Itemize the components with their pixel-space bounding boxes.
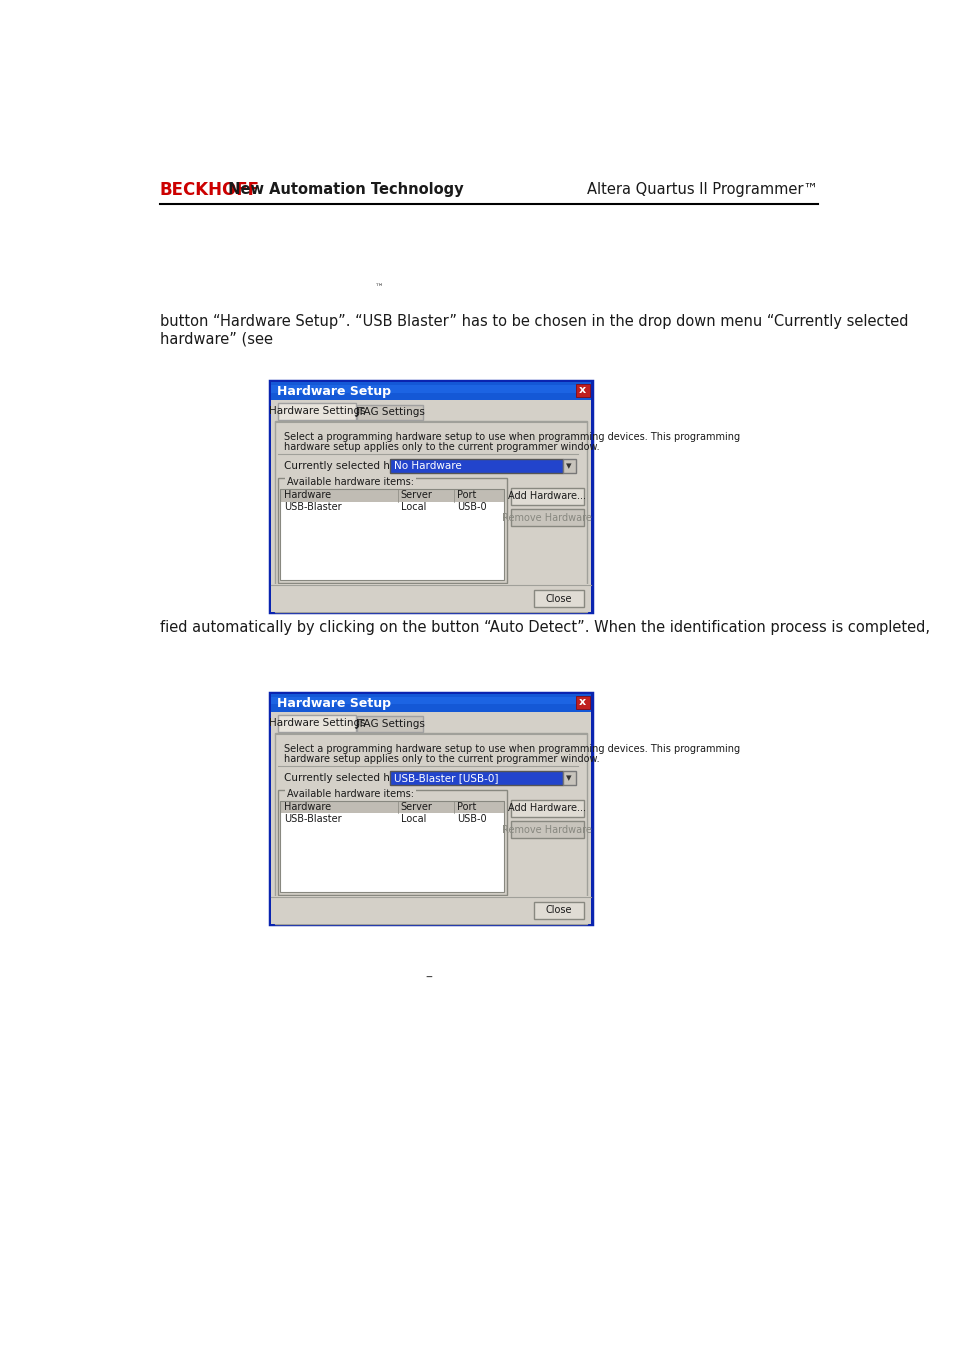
Text: Hardware: Hardware bbox=[284, 490, 331, 501]
Text: Select a programming hardware setup to use when programming devices. This progra: Select a programming hardware setup to u… bbox=[284, 432, 740, 443]
Bar bbox=[280, 825, 504, 892]
Text: Currently selected hardware:: Currently selected hardware: bbox=[284, 462, 436, 471]
Text: JTAG Settings: JTAG Settings bbox=[355, 720, 425, 729]
Text: Port: Port bbox=[456, 802, 476, 813]
Text: button “Hardware Setup”. “USB Blaster” has to be chosen in the drop down menu “C: button “Hardware Setup”. “USB Blaster” h… bbox=[159, 315, 907, 329]
Text: Hardware Settings: Hardware Settings bbox=[269, 406, 365, 417]
Text: Hardware Setup: Hardware Setup bbox=[276, 385, 390, 398]
Text: USB-0: USB-0 bbox=[456, 814, 486, 825]
Bar bbox=[270, 694, 592, 925]
Text: Add Hardware...: Add Hardware... bbox=[508, 491, 586, 501]
Text: Available hardware items:: Available hardware items: bbox=[287, 478, 414, 487]
Bar bbox=[280, 513, 504, 580]
Text: Hardware Setup: Hardware Setup bbox=[276, 697, 390, 710]
Text: x: x bbox=[578, 385, 586, 396]
Bar bbox=[271, 694, 591, 711]
Text: Remove Hardware: Remove Hardware bbox=[502, 825, 592, 834]
Bar bbox=[271, 585, 591, 612]
Text: Close: Close bbox=[545, 906, 572, 915]
Bar bbox=[280, 814, 504, 825]
Bar bbox=[278, 404, 355, 420]
Text: USB-0: USB-0 bbox=[456, 502, 486, 513]
Bar bbox=[280, 801, 504, 892]
Text: Local: Local bbox=[400, 502, 426, 513]
Bar bbox=[534, 902, 583, 919]
Bar bbox=[390, 459, 562, 472]
Text: ™: ™ bbox=[375, 284, 384, 292]
Text: Add Hardware...: Add Hardware... bbox=[508, 803, 586, 813]
Text: USB-Blaster: USB-Blaster bbox=[284, 502, 341, 513]
Bar bbox=[356, 717, 422, 732]
Bar bbox=[270, 382, 592, 613]
Bar bbox=[278, 790, 506, 895]
Bar bbox=[575, 383, 589, 397]
Bar bbox=[274, 733, 587, 925]
Text: USB-Blaster [USB-0]: USB-Blaster [USB-0] bbox=[394, 774, 497, 783]
Bar bbox=[510, 799, 583, 817]
Bar bbox=[280, 502, 504, 513]
Bar bbox=[274, 421, 587, 613]
Text: x: x bbox=[578, 697, 586, 707]
Text: Server: Server bbox=[400, 802, 433, 813]
Bar bbox=[510, 821, 583, 838]
Text: ▾: ▾ bbox=[565, 774, 571, 783]
Bar bbox=[280, 489, 504, 580]
Bar bbox=[280, 801, 504, 814]
Bar bbox=[356, 405, 422, 420]
Text: Select a programming hardware setup to use when programming devices. This progra: Select a programming hardware setup to u… bbox=[284, 744, 740, 755]
Text: hardware setup applies only to the current programmer window.: hardware setup applies only to the curre… bbox=[284, 755, 599, 764]
Bar bbox=[562, 459, 575, 472]
Text: Hardware Settings: Hardware Settings bbox=[269, 718, 365, 729]
Text: Server: Server bbox=[400, 490, 433, 501]
Text: Currently selected hardware:: Currently selected hardware: bbox=[284, 774, 436, 783]
Bar bbox=[390, 771, 562, 784]
Bar bbox=[280, 489, 504, 502]
Bar bbox=[271, 697, 591, 705]
Bar bbox=[562, 771, 575, 784]
Text: fied automatically by clicking on the button “Auto Detect”. When the identificat: fied automatically by clicking on the bu… bbox=[159, 620, 928, 634]
Text: hardware” (see: hardware” (see bbox=[159, 331, 273, 347]
Bar bbox=[271, 400, 591, 613]
Bar bbox=[278, 478, 506, 583]
Text: Close: Close bbox=[545, 594, 572, 603]
Text: Local: Local bbox=[400, 814, 426, 825]
Text: hardware setup applies only to the current programmer window.: hardware setup applies only to the curre… bbox=[284, 443, 599, 452]
Text: –: – bbox=[425, 971, 433, 986]
Text: Available hardware items:: Available hardware items: bbox=[287, 790, 414, 799]
Text: USB-Blaster: USB-Blaster bbox=[284, 814, 341, 825]
Text: BECKHOFF: BECKHOFF bbox=[159, 181, 259, 198]
Text: ▾: ▾ bbox=[565, 462, 571, 471]
Text: Port: Port bbox=[456, 490, 476, 501]
Text: New Automation Technology: New Automation Technology bbox=[223, 182, 463, 197]
Text: Altera Quartus II Programmer™: Altera Quartus II Programmer™ bbox=[586, 182, 818, 197]
Bar bbox=[271, 385, 591, 393]
Bar bbox=[271, 711, 591, 925]
Bar bbox=[278, 716, 355, 732]
Bar bbox=[271, 896, 591, 923]
Bar bbox=[575, 695, 589, 709]
Text: No Hardware: No Hardware bbox=[394, 462, 461, 471]
Text: Hardware: Hardware bbox=[284, 802, 331, 813]
Bar bbox=[271, 382, 591, 400]
Text: JTAG Settings: JTAG Settings bbox=[355, 408, 425, 417]
Bar bbox=[534, 590, 583, 608]
Bar bbox=[510, 487, 583, 505]
Text: Remove Hardware: Remove Hardware bbox=[502, 513, 592, 522]
Bar bbox=[510, 509, 583, 526]
